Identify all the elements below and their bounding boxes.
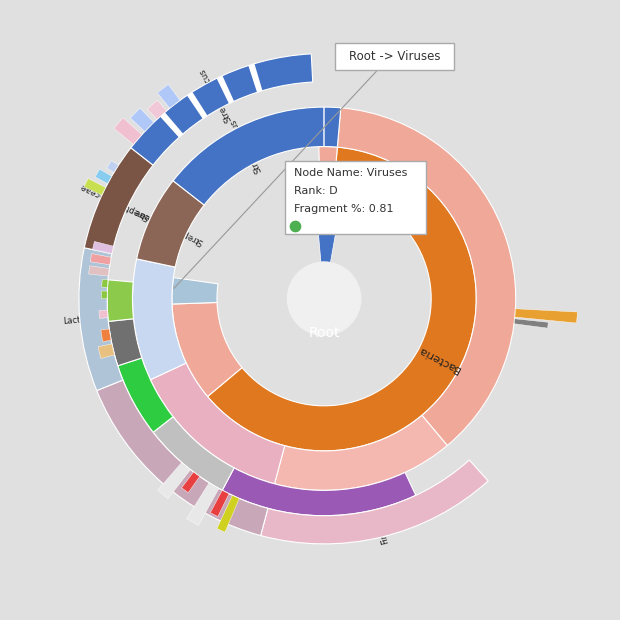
Wedge shape (91, 254, 111, 265)
Wedge shape (172, 278, 218, 304)
Text: Root -> Viruses: Root -> Viruses (349, 50, 440, 63)
Text: Actinobacteria: Actinobacteria (316, 475, 326, 531)
Text: Bacilli: Bacilli (202, 418, 225, 443)
Text: Bacteria: Bacteria (416, 343, 462, 374)
Wedge shape (92, 241, 113, 254)
Wedge shape (315, 192, 343, 263)
Wedge shape (160, 112, 183, 138)
Wedge shape (131, 54, 312, 165)
Wedge shape (337, 108, 516, 446)
Wedge shape (173, 107, 324, 205)
Text: Micrococcaceae: Micrococcaceae (94, 330, 155, 352)
FancyBboxPatch shape (335, 43, 454, 70)
Wedge shape (107, 280, 133, 321)
Wedge shape (102, 291, 107, 299)
Wedge shape (108, 319, 142, 366)
Wedge shape (133, 259, 186, 379)
Wedge shape (208, 147, 476, 451)
Wedge shape (319, 146, 337, 192)
Text: Micrococcales: Micrococcales (118, 378, 169, 411)
Wedge shape (148, 100, 167, 120)
Text: Fragment %: 0.81: Fragment %: 0.81 (294, 203, 394, 213)
Text: Lactobacillales: Lactobacillales (122, 311, 185, 328)
Text: Lactobacillales: Lactobacillales (63, 312, 125, 326)
Wedge shape (130, 108, 154, 131)
Wedge shape (84, 148, 153, 254)
Wedge shape (182, 472, 200, 493)
Wedge shape (222, 468, 416, 516)
Text: Streptococcus: Streptococcus (198, 66, 234, 123)
Text: Node Name: Viruses: Node Name: Viruses (294, 168, 408, 178)
Wedge shape (515, 309, 577, 323)
Wedge shape (210, 490, 229, 516)
Wedge shape (187, 483, 219, 526)
Text: Rothia: Rothia (107, 298, 132, 307)
Text: Firmicutes: Firmicutes (353, 444, 372, 489)
Wedge shape (89, 266, 109, 276)
Text: Actinomycetia: Actinomycetia (172, 432, 214, 479)
Wedge shape (95, 169, 112, 184)
Text: Firmicutes: Firmicutes (370, 501, 389, 545)
Wedge shape (98, 344, 115, 358)
Wedge shape (101, 329, 111, 342)
Wedge shape (136, 181, 204, 267)
Wedge shape (157, 84, 180, 108)
Wedge shape (249, 64, 262, 92)
Wedge shape (260, 460, 488, 544)
Wedge shape (153, 417, 234, 490)
Wedge shape (102, 280, 108, 288)
Wedge shape (84, 179, 105, 195)
Point (290, 221, 300, 231)
Text: Root: Root (308, 326, 340, 340)
Text: Bacilli: Bacilli (161, 461, 184, 485)
Wedge shape (324, 107, 341, 147)
Wedge shape (275, 415, 447, 490)
Text: Streptococcaceae: Streptococcaceae (132, 206, 204, 246)
Wedge shape (172, 303, 242, 397)
Wedge shape (79, 248, 123, 391)
Wedge shape (514, 319, 548, 328)
Wedge shape (114, 118, 142, 144)
Wedge shape (107, 161, 118, 172)
Wedge shape (99, 310, 108, 319)
Wedge shape (97, 380, 268, 536)
Wedge shape (118, 358, 173, 432)
Wedge shape (216, 76, 234, 104)
Wedge shape (157, 463, 190, 498)
FancyBboxPatch shape (285, 161, 425, 234)
Wedge shape (151, 363, 285, 484)
Text: Streptococcus: Streptococcus (229, 117, 264, 174)
Wedge shape (217, 495, 239, 532)
Text: Streptococcaceae: Streptococcaceae (79, 181, 151, 221)
Text: Rank: D: Rank: D (294, 186, 338, 196)
Circle shape (288, 262, 361, 335)
Wedge shape (187, 92, 208, 119)
